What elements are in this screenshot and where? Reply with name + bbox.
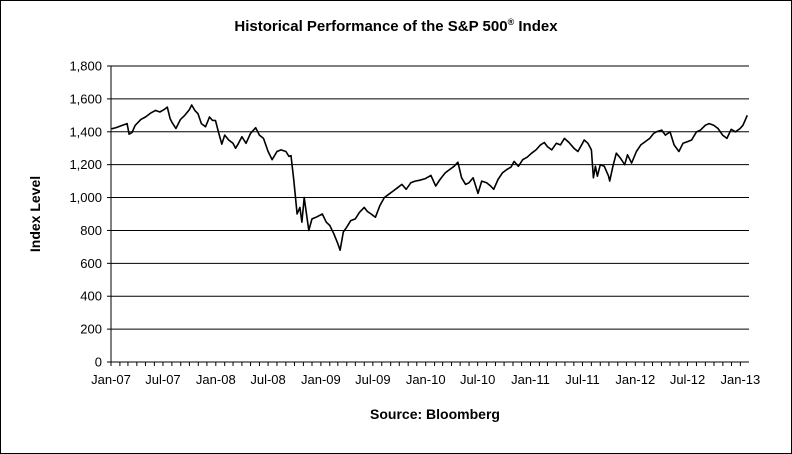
gridlines (111, 65, 749, 330)
y-tick-label: 1,000 (69, 190, 102, 205)
y-tick-label: 400 (80, 289, 102, 304)
y-tick-label: 800 (80, 223, 102, 238)
x-tick-label: Jul-11 (565, 372, 599, 387)
y-tick-label: 200 (80, 322, 102, 337)
chart-title-suffix: Index (514, 18, 558, 35)
x-tick-label: Jul-12 (670, 372, 705, 387)
axes (107, 65, 749, 366)
x-tick-label: Jan-12 (615, 372, 655, 387)
y-tick-label: 1,600 (69, 91, 102, 106)
y-axis-label: Index Level (27, 176, 43, 252)
x-tick-label: Jan-09 (301, 372, 341, 387)
x-tick-label: Jul-10 (460, 372, 495, 387)
x-tick-label: Jan-11 (511, 372, 550, 387)
chart-title: Historical Performance of the S&P 500® I… (1, 17, 791, 35)
y-tick-label: 1,400 (69, 124, 102, 139)
y-tick-label: 1,200 (69, 157, 102, 172)
x-tick-label: Jul-08 (250, 372, 285, 387)
y-tick-label: 0 (95, 355, 102, 370)
x-axis-label: Source: Bloomberg (370, 406, 500, 422)
y-tick-label: 1,800 (69, 59, 102, 74)
registered-mark: ® (507, 17, 515, 27)
x-tick-labels: Jan-07 Jul-07 Jan-08 Jul-08 Jan-09 Jul-09 Jan-… (91, 372, 760, 387)
x-tick-label: Jul-07 (145, 372, 180, 387)
x-tick-label: Jan-10 (406, 372, 446, 387)
y-tick-label: 600 (80, 256, 102, 271)
x-tick-label: Jul-09 (355, 372, 390, 387)
x-tick-label: Jan-07 (91, 372, 131, 387)
chart-title-text: Historical Performance of the S&P 500 (234, 18, 508, 35)
series-layer (111, 104, 749, 251)
x-tick-label: Jan-13 (721, 372, 761, 387)
y-tick-labels: 0 200 400 600 800 1,000 1,200 1,400 1,600 1,800 (69, 59, 102, 370)
series-line (111, 104, 749, 251)
x-tick-label: Jan-08 (196, 372, 236, 387)
